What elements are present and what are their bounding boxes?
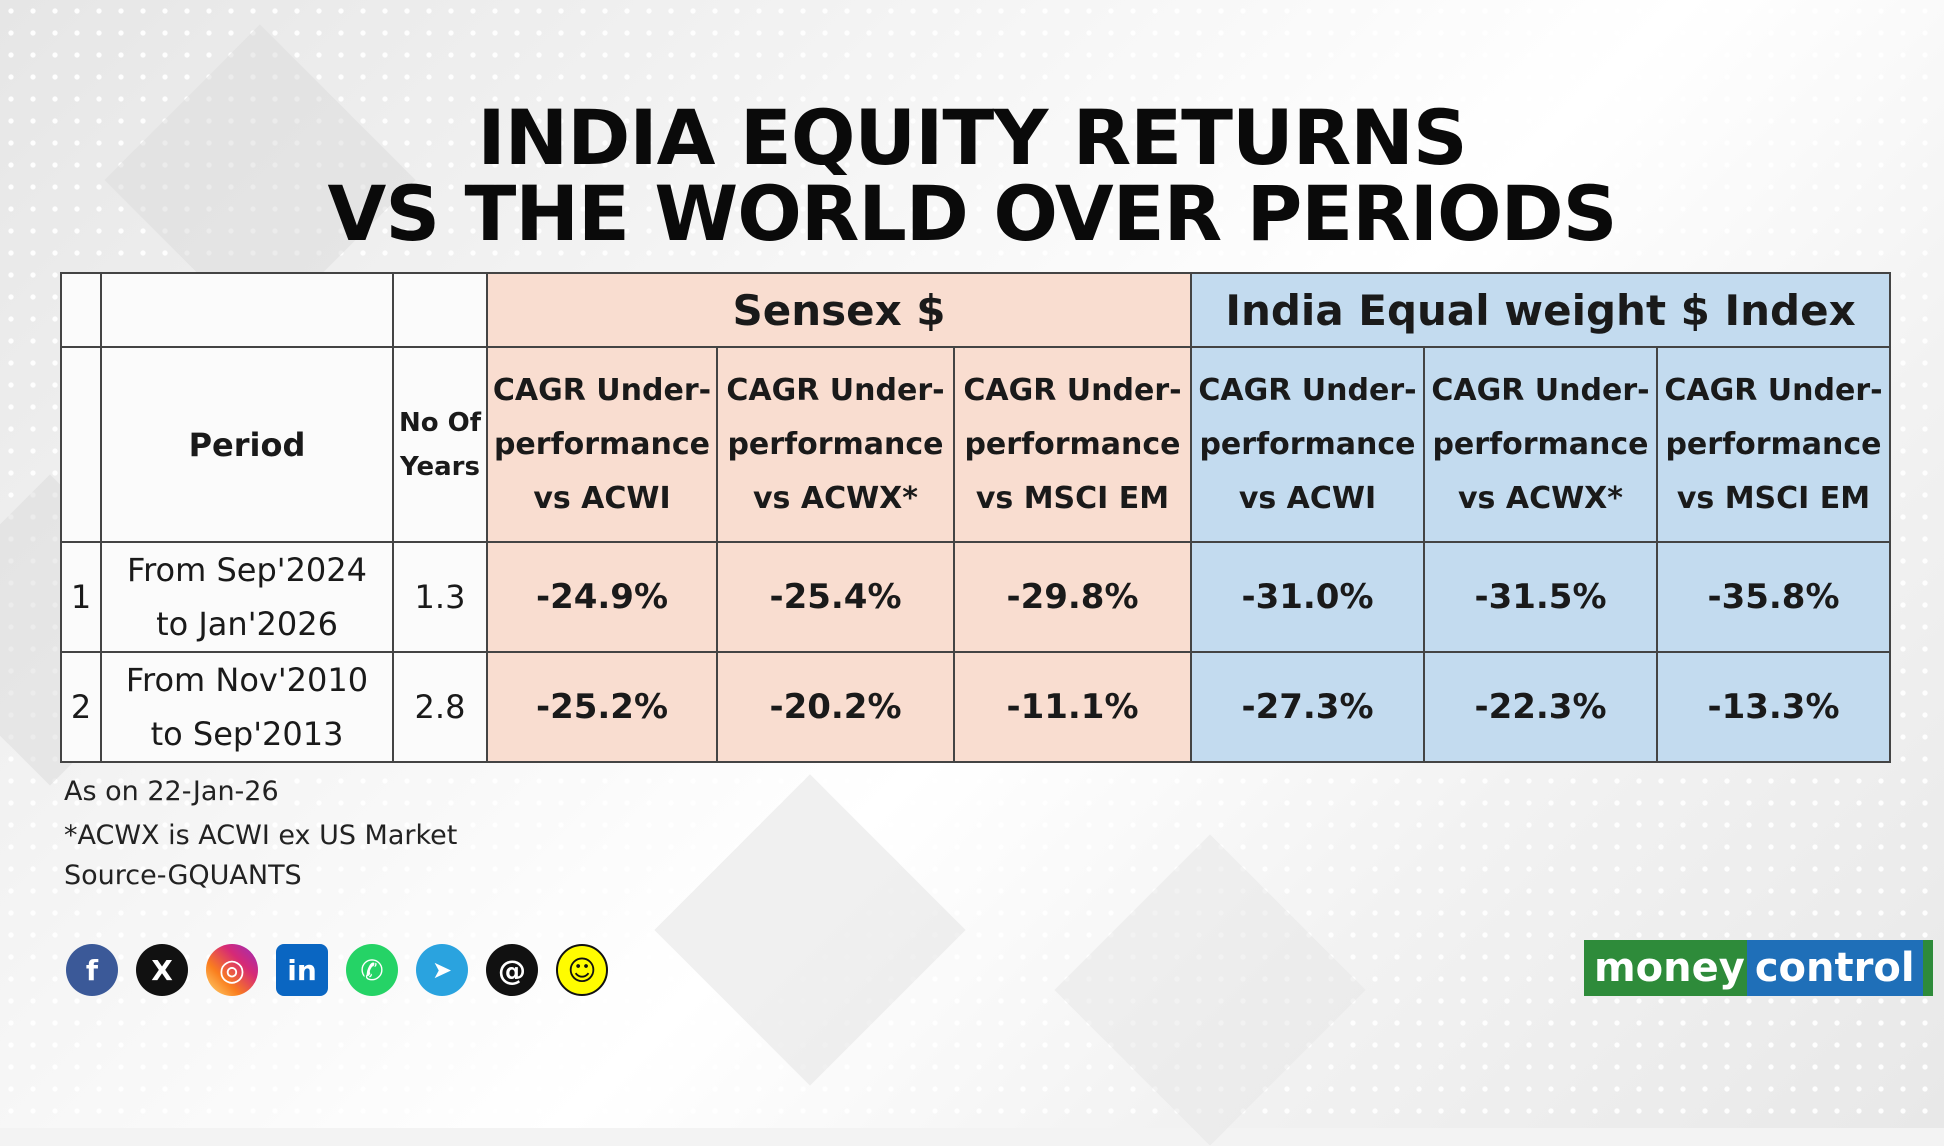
table-row: 1 From Sep'2024 to Jan'2026 1.3 -24.9% -… — [60, 541, 1891, 653]
facebook-icon[interactable]: f — [66, 944, 118, 996]
snapchat-icon[interactable]: ☺ — [556, 944, 608, 996]
period-cell: From Nov'2010 to Sep'2013 — [100, 651, 394, 763]
table-row: 2 From Nov'2010 to Sep'2013 2.8 -25.2% -… — [60, 651, 1891, 763]
col-header-line: vs MSCI EM — [975, 480, 1170, 516]
blank-header-cell — [60, 272, 102, 348]
col-header-sensex-acwi: CAGR Under- performance vs ACWI — [486, 346, 718, 543]
col-header-line: CAGR Under- — [1198, 372, 1417, 408]
note-acwx: *ACWX is ACWI ex US Market — [64, 820, 458, 851]
row-index: 2 — [60, 651, 102, 763]
col-header-sensex-acwx: CAGR Under- performance vs ACWX* — [716, 346, 955, 543]
blank-header-cell — [100, 272, 394, 348]
india-ew-group-header: India Equal weight $ Index — [1190, 272, 1891, 348]
col-header-sensex-msci-em: CAGR Under- performance vs MSCI EM — [953, 346, 1192, 543]
col-header-line: CAGR Under- — [1431, 372, 1650, 408]
value-cell: -13.3% — [1656, 651, 1891, 763]
col-header-india-ew-acwi: CAGR Under- performance vs ACWI — [1190, 346, 1425, 543]
value-cell: -27.3% — [1190, 651, 1425, 763]
index-header-cell — [60, 346, 102, 543]
value-cell: -24.9% — [486, 541, 718, 653]
period-line: From Sep'2024 — [127, 551, 367, 589]
col-header-line: performance — [1665, 426, 1882, 462]
years-header-line-2: Years — [400, 451, 480, 482]
social-icons: f X ◎ in ✆ ➤ @ ☺ — [66, 944, 608, 996]
group-header-row: Sensex $ India Equal weight $ Index — [60, 272, 1891, 348]
returns-table-wrapper: Sensex $ India Equal weight $ Index Peri… — [60, 272, 1891, 763]
blank-header-cell — [392, 272, 488, 348]
col-header-line: vs ACWI — [533, 480, 671, 516]
x-icon[interactable]: X — [136, 944, 188, 996]
period-cell: From Sep'2024 to Jan'2026 — [100, 541, 394, 653]
value-cell: -31.0% — [1190, 541, 1425, 653]
period-line: to Jan'2026 — [156, 605, 338, 643]
logo-part-money: money — [1594, 945, 1745, 991]
col-header-india-ew-msci-em: CAGR Under- performance vs MSCI EM — [1656, 346, 1891, 543]
linkedin-icon[interactable]: in — [276, 944, 328, 996]
col-header-line: CAGR Under- — [1664, 372, 1883, 408]
footnotes: As on 22-Jan-26 *ACWX is ACWI ex US Mark… — [64, 770, 457, 894]
page-title: INDIA EQUITY RETURNS VS THE WORLD OVER P… — [0, 100, 1944, 252]
column-header-row: Period No Of Years CAGR Under- performan… — [60, 346, 1891, 543]
value-cell: -29.8% — [953, 541, 1192, 653]
value-cell: -20.2% — [716, 651, 955, 763]
logo-part-control: control — [1746, 940, 1923, 996]
moneycontrol-logo: money control — [1584, 940, 1933, 996]
col-header-line: performance — [727, 426, 944, 462]
period-header: Period — [100, 346, 394, 543]
period-line: From Nov'2010 — [125, 661, 369, 699]
period-line: to Sep'2013 — [150, 715, 344, 753]
value-cell: -25.2% — [486, 651, 718, 763]
col-header-line: CAGR Under- — [963, 372, 1182, 408]
instagram-icon[interactable]: ◎ — [206, 944, 258, 996]
col-header-line: performance — [1199, 426, 1416, 462]
col-header-line: vs ACWX* — [1458, 480, 1623, 516]
value-cell: -25.4% — [716, 541, 955, 653]
col-header-line: performance — [964, 426, 1181, 462]
value-cell: -22.3% — [1423, 651, 1658, 763]
col-header-line: vs ACWI — [1238, 480, 1377, 516]
value-cell: -11.1% — [953, 651, 1192, 763]
sensex-group-header: Sensex $ — [486, 272, 1192, 348]
col-header-line: vs MSCI EM — [1676, 480, 1871, 516]
row-index: 1 — [60, 541, 102, 653]
threads-icon[interactable]: @ — [486, 944, 538, 996]
col-header-line: CAGR Under- — [726, 372, 945, 408]
title-line-2: VS THE WORLD OVER PERIODS — [327, 169, 1618, 258]
value-cell: -35.8% — [1656, 541, 1891, 653]
col-header-line: CAGR Under- — [492, 372, 712, 408]
years-header-line-1: No Of — [398, 407, 482, 438]
title-line-1: INDIA EQUITY RETURNS — [477, 93, 1467, 182]
telegram-icon[interactable]: ➤ — [416, 944, 468, 996]
col-header-india-ew-acwx: CAGR Under- performance vs ACWX* — [1423, 346, 1658, 543]
note-source: Source-GQUANTS — [64, 860, 302, 891]
years-header: No Of Years — [392, 346, 488, 543]
note-as-on: As on 22-Jan-26 — [64, 776, 279, 807]
whatsapp-icon[interactable]: ✆ — [346, 944, 398, 996]
returns-table: Sensex $ India Equal weight $ Index Peri… — [60, 272, 1891, 763]
col-header-line: performance — [493, 426, 711, 462]
col-header-line: vs ACWX* — [753, 480, 918, 516]
years-cell: 1.3 — [392, 541, 488, 653]
years-cell: 2.8 — [392, 651, 488, 763]
col-header-line: performance — [1432, 426, 1649, 462]
value-cell: -31.5% — [1423, 541, 1658, 653]
